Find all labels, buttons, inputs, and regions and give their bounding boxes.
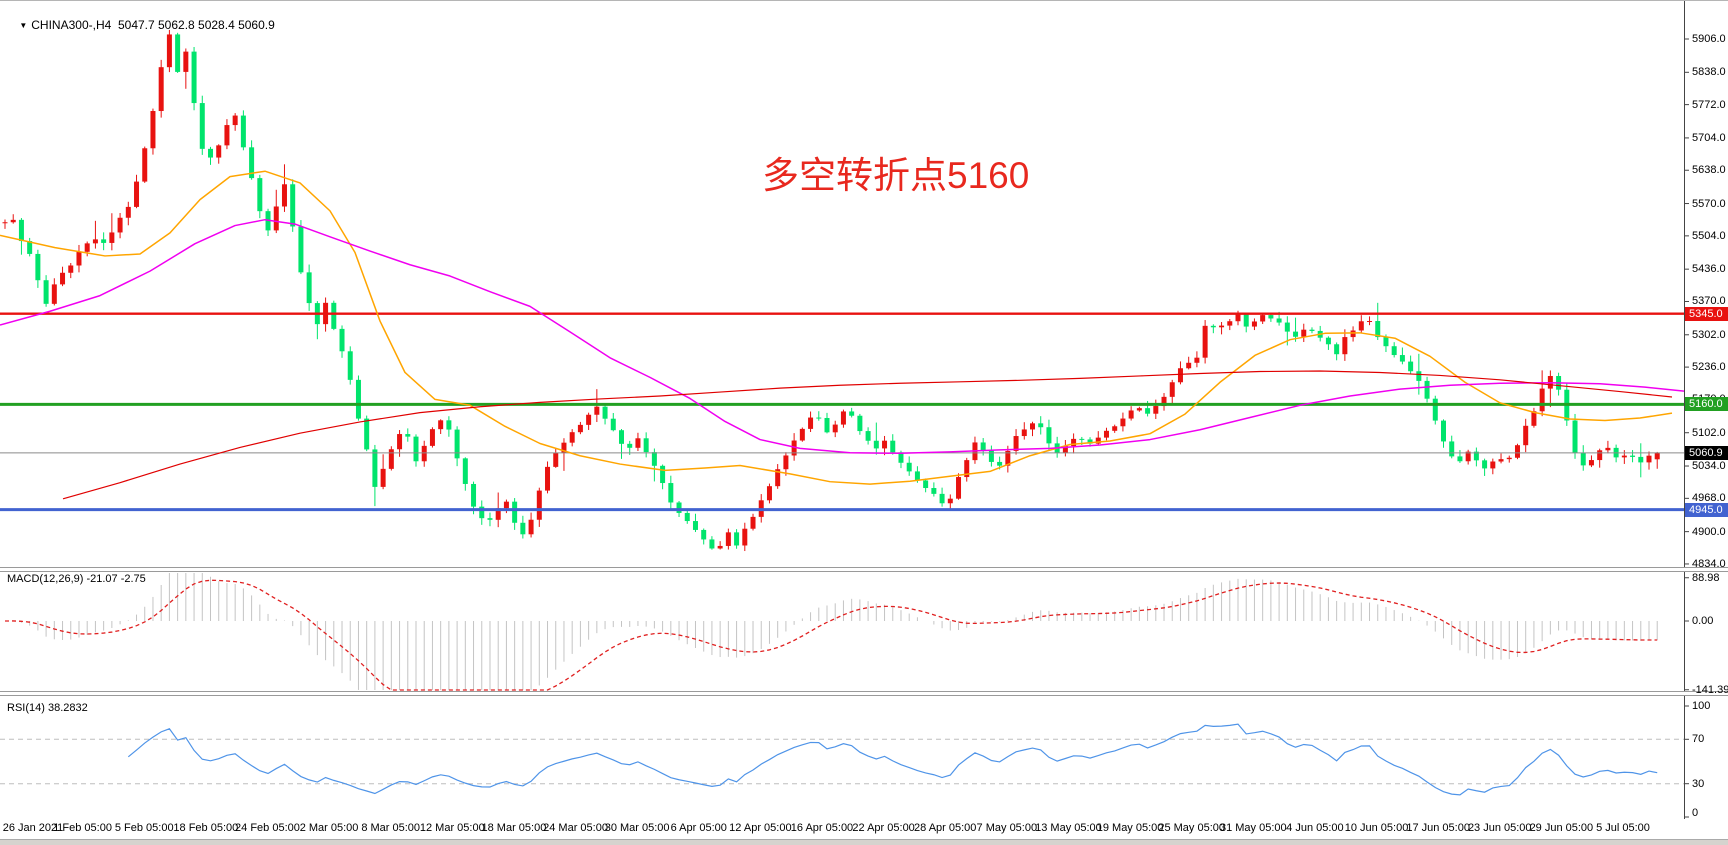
time-tick-label: 26 Jan 2021 bbox=[2, 822, 64, 834]
time-tick-label: 7 May 05:00 bbox=[976, 822, 1038, 834]
price-tick-label: 4968.0 bbox=[1692, 492, 1726, 505]
macd-tick-label: 88.98 bbox=[1692, 571, 1720, 584]
price-tick-label: 5504.0 bbox=[1692, 229, 1726, 242]
time-tick-label: 18 Feb 05:00 bbox=[173, 822, 239, 834]
macd-tick-label: 0.00 bbox=[1692, 615, 1714, 627]
time-tick-label: 12 Apr 05:00 bbox=[729, 822, 792, 834]
horizontal-lines-layer bbox=[0, 312, 1684, 512]
price-badge-5160.0: 5160.0 bbox=[1685, 397, 1728, 412]
time-tick-label: 22 Apr 05:00 bbox=[852, 822, 915, 834]
time-tick-label: 28 Apr 05:00 bbox=[914, 822, 977, 834]
pivot-annotation: 多空转折点5160 bbox=[762, 155, 1030, 196]
price-tick-label: 5772.0 bbox=[1692, 98, 1726, 111]
time-tick-label: 24 Feb 05:00 bbox=[235, 822, 300, 834]
chart-ohlc-values: 5047.7 5062.8 5028.4 5060.9 bbox=[111, 18, 275, 32]
rsi-line bbox=[127, 723, 1658, 796]
time-tick-label: 2 Mar 05:00 bbox=[299, 822, 359, 834]
time-tick-label: 5 Jul 05:00 bbox=[1596, 822, 1650, 834]
time-tick-label: 18 Mar 05:00 bbox=[481, 822, 547, 834]
symbol-dropdown-icon[interactable]: ▼ bbox=[19, 21, 28, 30]
time-tick-label: 1 Feb 05:00 bbox=[53, 822, 112, 834]
price-badge-5345.0: 5345.0 bbox=[1685, 306, 1728, 321]
time-tick-label: 23 Jun 05:00 bbox=[1467, 822, 1532, 834]
chart-title: ▼ CHINA300-,H4 5047.7 5062.8 5028.4 5060.… bbox=[6, 4, 275, 46]
time-tick-label: 24 Mar 05:00 bbox=[543, 822, 608, 834]
price-tick-label: 5570.0 bbox=[1692, 197, 1726, 210]
rsi-tick-label: 100 bbox=[1692, 700, 1711, 712]
price-badge-4945.0: 4945.0 bbox=[1685, 502, 1728, 517]
macd-tick-label: -141.39 bbox=[1692, 683, 1728, 696]
price-tick-label: 5302.0 bbox=[1692, 328, 1726, 341]
time-tick-label: 4 Jun 05:00 bbox=[1286, 822, 1344, 834]
time-tick-label: 6 Apr 05:00 bbox=[670, 822, 727, 834]
time-tick-label: 25 May 05:00 bbox=[1158, 822, 1225, 834]
price-tick-label: 5034.0 bbox=[1692, 460, 1726, 473]
macd-layer bbox=[4, 573, 1658, 691]
candles-layer bbox=[2, 29, 1660, 552]
chart-symbol-period: CHINA300-,H4 bbox=[31, 18, 112, 32]
price-badge-5060.9: 5060.9 bbox=[1685, 445, 1728, 460]
time-tick-label: 13 May 05:00 bbox=[1035, 822, 1102, 834]
window-bottom-strip bbox=[0, 839, 1728, 845]
panel-divider-rsi[interactable] bbox=[0, 691, 1728, 696]
price-axis[interactable]: 5906.0 5838.0 5772.0 5704.0 5638.0 5570.0 5504… bbox=[1684, 1, 1728, 819]
ma-mid-magenta bbox=[0, 218, 1684, 455]
time-tick-label: 30 Mar 05:00 bbox=[604, 822, 670, 834]
time-tick-label: 8 Mar 05:00 bbox=[361, 822, 421, 834]
rsi-layer bbox=[0, 723, 1684, 796]
macd-indicator-label: MACD(12,26,9) -21.07 -2.75 bbox=[7, 573, 146, 585]
time-tick-label: 10 Jun 05:00 bbox=[1344, 822, 1409, 834]
rsi-tick-label: 0 bbox=[1692, 807, 1699, 819]
price-tick-label: 5638.0 bbox=[1692, 164, 1726, 177]
price-tick-label: 4834.0 bbox=[1692, 557, 1726, 570]
frame-layer bbox=[0, 1, 1728, 823]
price-tick-label: 5838.0 bbox=[1692, 66, 1726, 79]
price-tick-label: 5236.0 bbox=[1692, 361, 1726, 374]
time-axis[interactable]: 26 Jan 2021 1 Feb 05:00 5 Feb 05:00 18 Feb … bbox=[0, 819, 1728, 839]
time-tick-label: 16 Apr 05:00 bbox=[790, 822, 854, 834]
ma-fast-orange bbox=[0, 170, 1673, 485]
price-tick-label: 4900.0 bbox=[1692, 525, 1726, 538]
price-tick-label: 5704.0 bbox=[1692, 131, 1726, 144]
time-tick-label: 29 Jun 05:00 bbox=[1529, 822, 1594, 834]
macd-signal-line bbox=[4, 579, 1658, 691]
rsi-indicator-label: RSI(14) 38.2832 bbox=[7, 702, 88, 714]
rsi-tick-label: 30 bbox=[1692, 777, 1705, 790]
price-tick-label: 5436.0 bbox=[1692, 263, 1726, 276]
price-tick-label: 5906.0 bbox=[1692, 33, 1726, 45]
rsi-tick-label: 70 bbox=[1692, 733, 1705, 746]
moving-averages-layer bbox=[0, 170, 1684, 500]
time-tick-label: 5 Feb 05:00 bbox=[114, 822, 174, 834]
ma-slow-red bbox=[62, 370, 1673, 500]
price-tick-label: 5102.0 bbox=[1692, 426, 1726, 439]
price-tick-label: 5370.0 bbox=[1692, 295, 1726, 308]
panel-divider-macd[interactable] bbox=[0, 567, 1728, 572]
time-tick-label: 17 Jun 05:00 bbox=[1406, 822, 1470, 834]
time-tick-label: 31 May 05:00 bbox=[1219, 822, 1287, 834]
time-tick-label: 19 May 05:00 bbox=[1096, 822, 1164, 834]
time-tick-label: 12 Mar 05:00 bbox=[419, 822, 485, 834]
